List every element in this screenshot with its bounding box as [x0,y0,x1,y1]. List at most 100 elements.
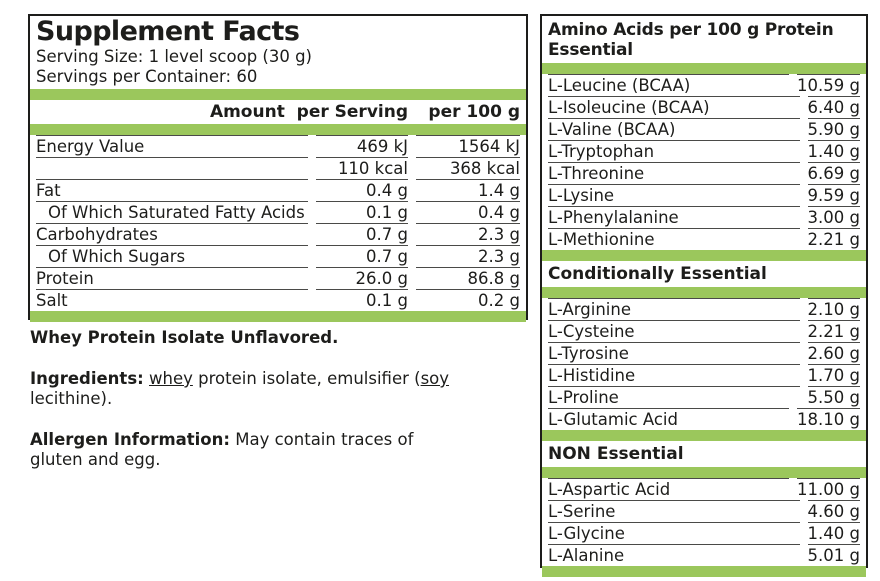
nutrition-row: Of Which Saturated Fatty Acids 0.1 g 0.4… [30,201,526,223]
col-header-per-100g: per 100 g [428,102,520,122]
ingredients-underlined-soy: soy [420,369,450,388]
amino-value: 1.70 g [807,364,860,385]
amino-row: L-Cysteine 2.21 g [542,320,866,342]
nutrient-label: Carbohydrates [36,223,308,245]
label-notes: Whey Protein Isolate Unflavored. Ingredi… [30,328,492,491]
amino-value: 5.01 g [807,544,860,565]
nutrient-per-100g: 1564 kJ [416,135,520,157]
amino-name: L-Aspartic Acid [548,478,790,500]
nutrition-row: 110 kcal 368 kcal [30,157,526,179]
ingredients-underlined-whey: whey [149,369,193,388]
amino-value: 2.60 g [807,342,860,363]
conditionally-essential-header: Conditionally Essential [548,264,767,284]
amino-value: 2.10 g [807,298,860,319]
non-essential-amino-table: L-Aspartic Acid 11.00 g L-Serine 4.60 g … [542,478,866,566]
amino-row: L-Methionine 2.21 g [542,228,866,250]
allergen-paragraph: Allergen Information: May contain traces… [30,430,492,470]
nutrient-label: Of Which Sugars [36,245,308,267]
amino-row: L-Histidine 1.70 g [542,364,866,386]
nutrition-row: Energy Value 469 kJ 1564 kJ [30,135,526,157]
amino-value: 1.40 g [807,522,860,543]
nutrient-per-serving: 110 kcal [316,157,408,179]
amino-name: L-Valine (BCAA) [548,118,800,140]
allergen-label: Allergen Information: [30,430,230,449]
amino-value: 3.00 g [807,206,860,227]
divider-bar [30,311,526,322]
amino-row: L-Glycine 1.40 g [542,522,866,544]
divider-bar [542,63,866,74]
amino-value: 11.00 g [797,478,860,499]
divider-bar [542,566,866,577]
nutrition-table-header: Amount per Serving per 100 g [30,100,526,124]
amino-value: 5.90 g [807,118,860,139]
nutrition-table: Energy Value 469 kJ 1564 kJ 110 kcal 368… [30,135,526,311]
amino-value: 9.59 g [807,184,860,205]
amino-value: 2.21 g [807,320,860,341]
amino-row: L-Aspartic Acid 11.00 g [542,478,866,500]
nutrient-per-100g: 2.3 g [416,223,520,245]
divider-bar [30,89,526,100]
ingredients-paragraph: Ingredients: whey protein isolate, emuls… [30,369,492,409]
nutrition-row: Of Which Sugars 0.7 g 2.3 g [30,245,526,267]
amino-row: L-Proline 5.50 g [542,386,866,408]
amino-row: L-Phenylalanine 3.00 g [542,206,866,228]
amino-name: L-Tryptophan [548,140,800,162]
nutrient-label: Protein [36,267,308,289]
amino-row: L-Isoleucine (BCAA) 6.40 g [542,96,866,118]
nutrient-label: Fat [36,179,308,201]
amino-row: L-Threonine 6.69 g [542,162,866,184]
amino-value: 1.40 g [807,140,860,161]
amino-row: L-Tyrosine 2.60 g [542,342,866,364]
product-name: Whey Protein Isolate Unflavored. [30,328,492,348]
nutrient-per-100g: 0.4 g [416,201,520,223]
amino-name: L-Glycine [548,522,800,544]
nutrient-per-serving: 26.0 g [316,267,408,289]
divider-bar [542,250,866,261]
amino-row: L-Leucine (BCAA) 10.59 g [542,74,866,96]
nutrient-per-serving: 0.7 g [316,245,408,267]
amino-row: L-Valine (BCAA) 5.90 g [542,118,866,140]
nutrition-row: Protein 26.0 g 86.8 g [30,267,526,289]
amino-row: L-Alanine 5.01 g [542,544,866,566]
serving-size-text: Serving Size: 1 level scoop (30 g) [36,47,312,66]
ingredients-line2: lecithine). [30,389,113,408]
amino-acids-panel: Amino Acids per 100 g Protein Essential … [540,14,868,577]
nutrient-per-100g: 368 kcal [416,157,520,179]
nutrient-per-100g: 86.8 g [416,267,520,289]
nutrient-per-serving: 469 kJ [316,135,408,157]
amino-name: L-Histidine [548,364,800,386]
amino-name: L-Alanine [548,544,800,566]
nutrient-label: Of Which Saturated Fatty Acids [36,201,308,223]
ingredients-middle-text: protein isolate, emulsifier ( [192,369,421,388]
nutrition-row: Salt 0.1 g 0.2 g [30,289,526,311]
amino-row: L-Tryptophan 1.40 g [542,140,866,162]
amino-title-line1: Amino Acids per 100 g Protein [548,20,834,40]
supplement-facts-panel: Supplement Facts Serving Size: 1 level s… [28,14,528,322]
essential-amino-table: L-Leucine (BCAA) 10.59 g L-Isoleucine (B… [542,74,866,250]
product-name-text: Whey Protein Isolate Unflavored. [30,328,339,347]
amino-name: L-Tyrosine [548,342,800,364]
nutrient-per-serving: 0.1 g [316,289,408,311]
divider-bar [542,287,866,298]
allergen-line1: May contain traces of [230,430,414,449]
amino-value: 2.21 g [807,228,860,249]
amino-name: L-Methionine [548,228,800,250]
amino-value: 5.50 g [807,386,860,407]
servings-per-container-text: Servings per Container: 60 [36,67,258,86]
nutrition-row: Fat 0.4 g 1.4 g [30,179,526,201]
amino-name: L-Isoleucine (BCAA) [548,96,800,118]
amino-value: 6.69 g [807,162,860,183]
nutrient-per-serving: 0.7 g [316,223,408,245]
divider-bar [542,430,866,441]
nutrient-label: Salt [36,289,308,311]
non-essential-header: NON Essential [548,444,684,464]
amino-value: 6.40 g [807,96,860,117]
nutrient-per-serving: 0.1 g [316,201,408,223]
nutrient-per-100g: 2.3 g [416,245,520,267]
amino-name: L-Proline [548,386,800,408]
amino-name: L-Leucine (BCAA) [548,74,790,96]
amino-panel-title: Amino Acids per 100 g Protein Essential [542,16,866,63]
nutrient-per-100g: 1.4 g [416,179,520,201]
amino-name: L-Cysteine [548,320,800,342]
